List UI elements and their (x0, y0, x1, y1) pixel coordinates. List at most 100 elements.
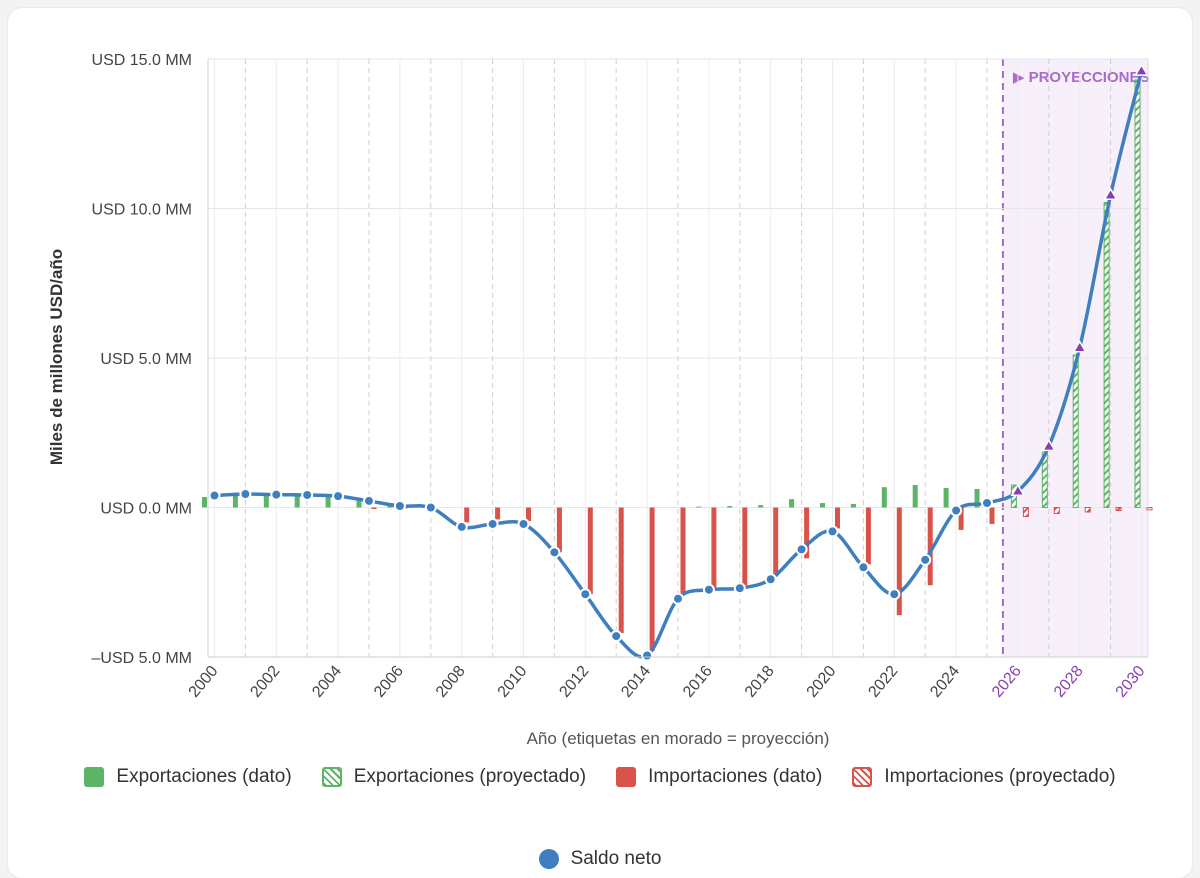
net-balance-point (857, 561, 870, 574)
legend-swatch-imports (616, 767, 637, 787)
bar-imports (742, 507, 748, 586)
net-balance-point (270, 488, 283, 501)
bar-imports (711, 507, 717, 589)
y-tick-label: USD 0.0 MM (100, 501, 192, 518)
net-balance-point (981, 497, 993, 510)
net-balance-point (393, 500, 406, 513)
net-balance-point-projected (1103, 187, 1118, 200)
chart-card (8, 8, 1192, 878)
bar-exports (294, 496, 300, 508)
x-tick-label: 2008 (433, 663, 469, 701)
net-balance-point (208, 489, 221, 502)
net-balance-point (826, 525, 839, 538)
bar-exports (356, 500, 362, 508)
bar-exports (263, 495, 269, 508)
net-balance-point (641, 649, 654, 662)
bar-imports (680, 507, 686, 595)
bar-exports (789, 499, 795, 508)
bar-exports (758, 505, 764, 508)
x-tick-label: 2018 (742, 663, 778, 701)
net-balance-point (301, 488, 314, 501)
bar-imports (587, 507, 593, 595)
net-balance-point (486, 517, 499, 530)
legend-label: Saldo neto (570, 848, 662, 869)
bar-exports (974, 488, 980, 508)
bar-imports-projected (1022, 507, 1029, 517)
y-tick-label: USD 5.0 MM (100, 351, 192, 368)
legend-item-net-balance[interactable]: Saldo neto (538, 848, 662, 870)
x-tick-label: 2004 (309, 663, 345, 701)
net-balance-point (239, 488, 252, 501)
net-balance-point-projected (1072, 340, 1088, 353)
bar-imports (495, 507, 501, 520)
net-balance-point (733, 582, 746, 595)
x-tick-label: 2006 (371, 663, 407, 701)
bar-imports (804, 507, 810, 559)
net-balance-point (424, 501, 437, 514)
bar-exports (202, 497, 207, 508)
bar-exports (820, 503, 825, 508)
bar-exports (881, 487, 887, 508)
net-balance-point (795, 543, 808, 556)
x-tick-label: 2016 (680, 663, 716, 701)
x-tick-label: 2020 (804, 663, 840, 701)
bar-imports (773, 507, 779, 577)
y-tick-label: USD 10.0 MM (92, 202, 192, 219)
legend-label: Exportaciones (proyectado) (353, 766, 587, 787)
y-tick-label: USD 15.0 MM (92, 52, 192, 69)
bar-imports (989, 507, 995, 524)
legend-label: Importaciones (proyectado) (884, 766, 1116, 787)
x-axis-label: Año (etiquetas en morado = proyección) (527, 729, 830, 748)
bar-exports (727, 506, 733, 508)
bar-exports (696, 506, 702, 508)
bar-imports (835, 507, 840, 529)
net-balance-point (950, 504, 963, 517)
net-balance-series (208, 63, 1149, 662)
x-tick-label: 2012 (556, 663, 592, 701)
net-balance-point (702, 583, 715, 596)
x-tick-label: 2026 (989, 663, 1025, 701)
bar-imports (927, 507, 933, 586)
x-tick-label: 2030 (1113, 663, 1149, 701)
legend-item-exports-projected[interactable]: Exportaciones (proyectado) (321, 766, 587, 788)
y-axis-label: Miles de millones USD/año (47, 249, 66, 465)
net-balance-point (672, 592, 684, 605)
bar-imports (556, 507, 562, 553)
net-balance-point (764, 573, 777, 586)
bar-exports-projected (1134, 79, 1141, 509)
bar-imports-projected (1084, 507, 1091, 513)
x-tick-label: 2002 (247, 663, 283, 701)
net-balance-point (888, 588, 901, 601)
bar-imports-projected (1146, 507, 1153, 511)
projection-label: ▶ PROYECCIONES (1013, 69, 1150, 86)
bar-exports (850, 503, 856, 508)
legend-item-exports[interactable]: Exportaciones (dato) (84, 766, 292, 788)
x-tick-label: 2000 (186, 663, 222, 701)
net-balance-point (363, 494, 375, 507)
bar-exports (912, 485, 918, 508)
legend-swatch-exports-projected (321, 767, 342, 787)
legend: Exportaciones (dato) Exportaciones (proy… (0, 766, 1200, 870)
legend-item-imports-projected[interactable]: Importaciones (proyectado) (852, 766, 1116, 788)
legend-item-imports[interactable]: Importaciones (dato) (616, 766, 822, 788)
legend-swatch-exports (84, 767, 105, 787)
net-balance-point-projected (1010, 483, 1026, 497)
bar-imports (958, 507, 964, 530)
net-balance-point (332, 490, 345, 503)
bar-exports (325, 497, 331, 508)
bar-imports (371, 507, 377, 509)
legend-swatch-net-balance (538, 849, 559, 869)
x-tick-label: 2028 (1051, 663, 1087, 701)
y-tick-label: –USD 5.0 MM (92, 650, 192, 667)
x-tick-label: 2024 (927, 663, 963, 701)
net-balance-point (579, 588, 592, 601)
bar-imports (865, 507, 871, 565)
x-tick-label: 2022 (865, 663, 901, 701)
bar-imports (649, 507, 655, 652)
bar-imports (618, 507, 624, 634)
x-tick-label: 2014 (618, 663, 654, 701)
bar-exports (387, 505, 393, 508)
bar-exports (943, 488, 949, 508)
legend-label: Exportaciones (dato) (116, 766, 292, 787)
